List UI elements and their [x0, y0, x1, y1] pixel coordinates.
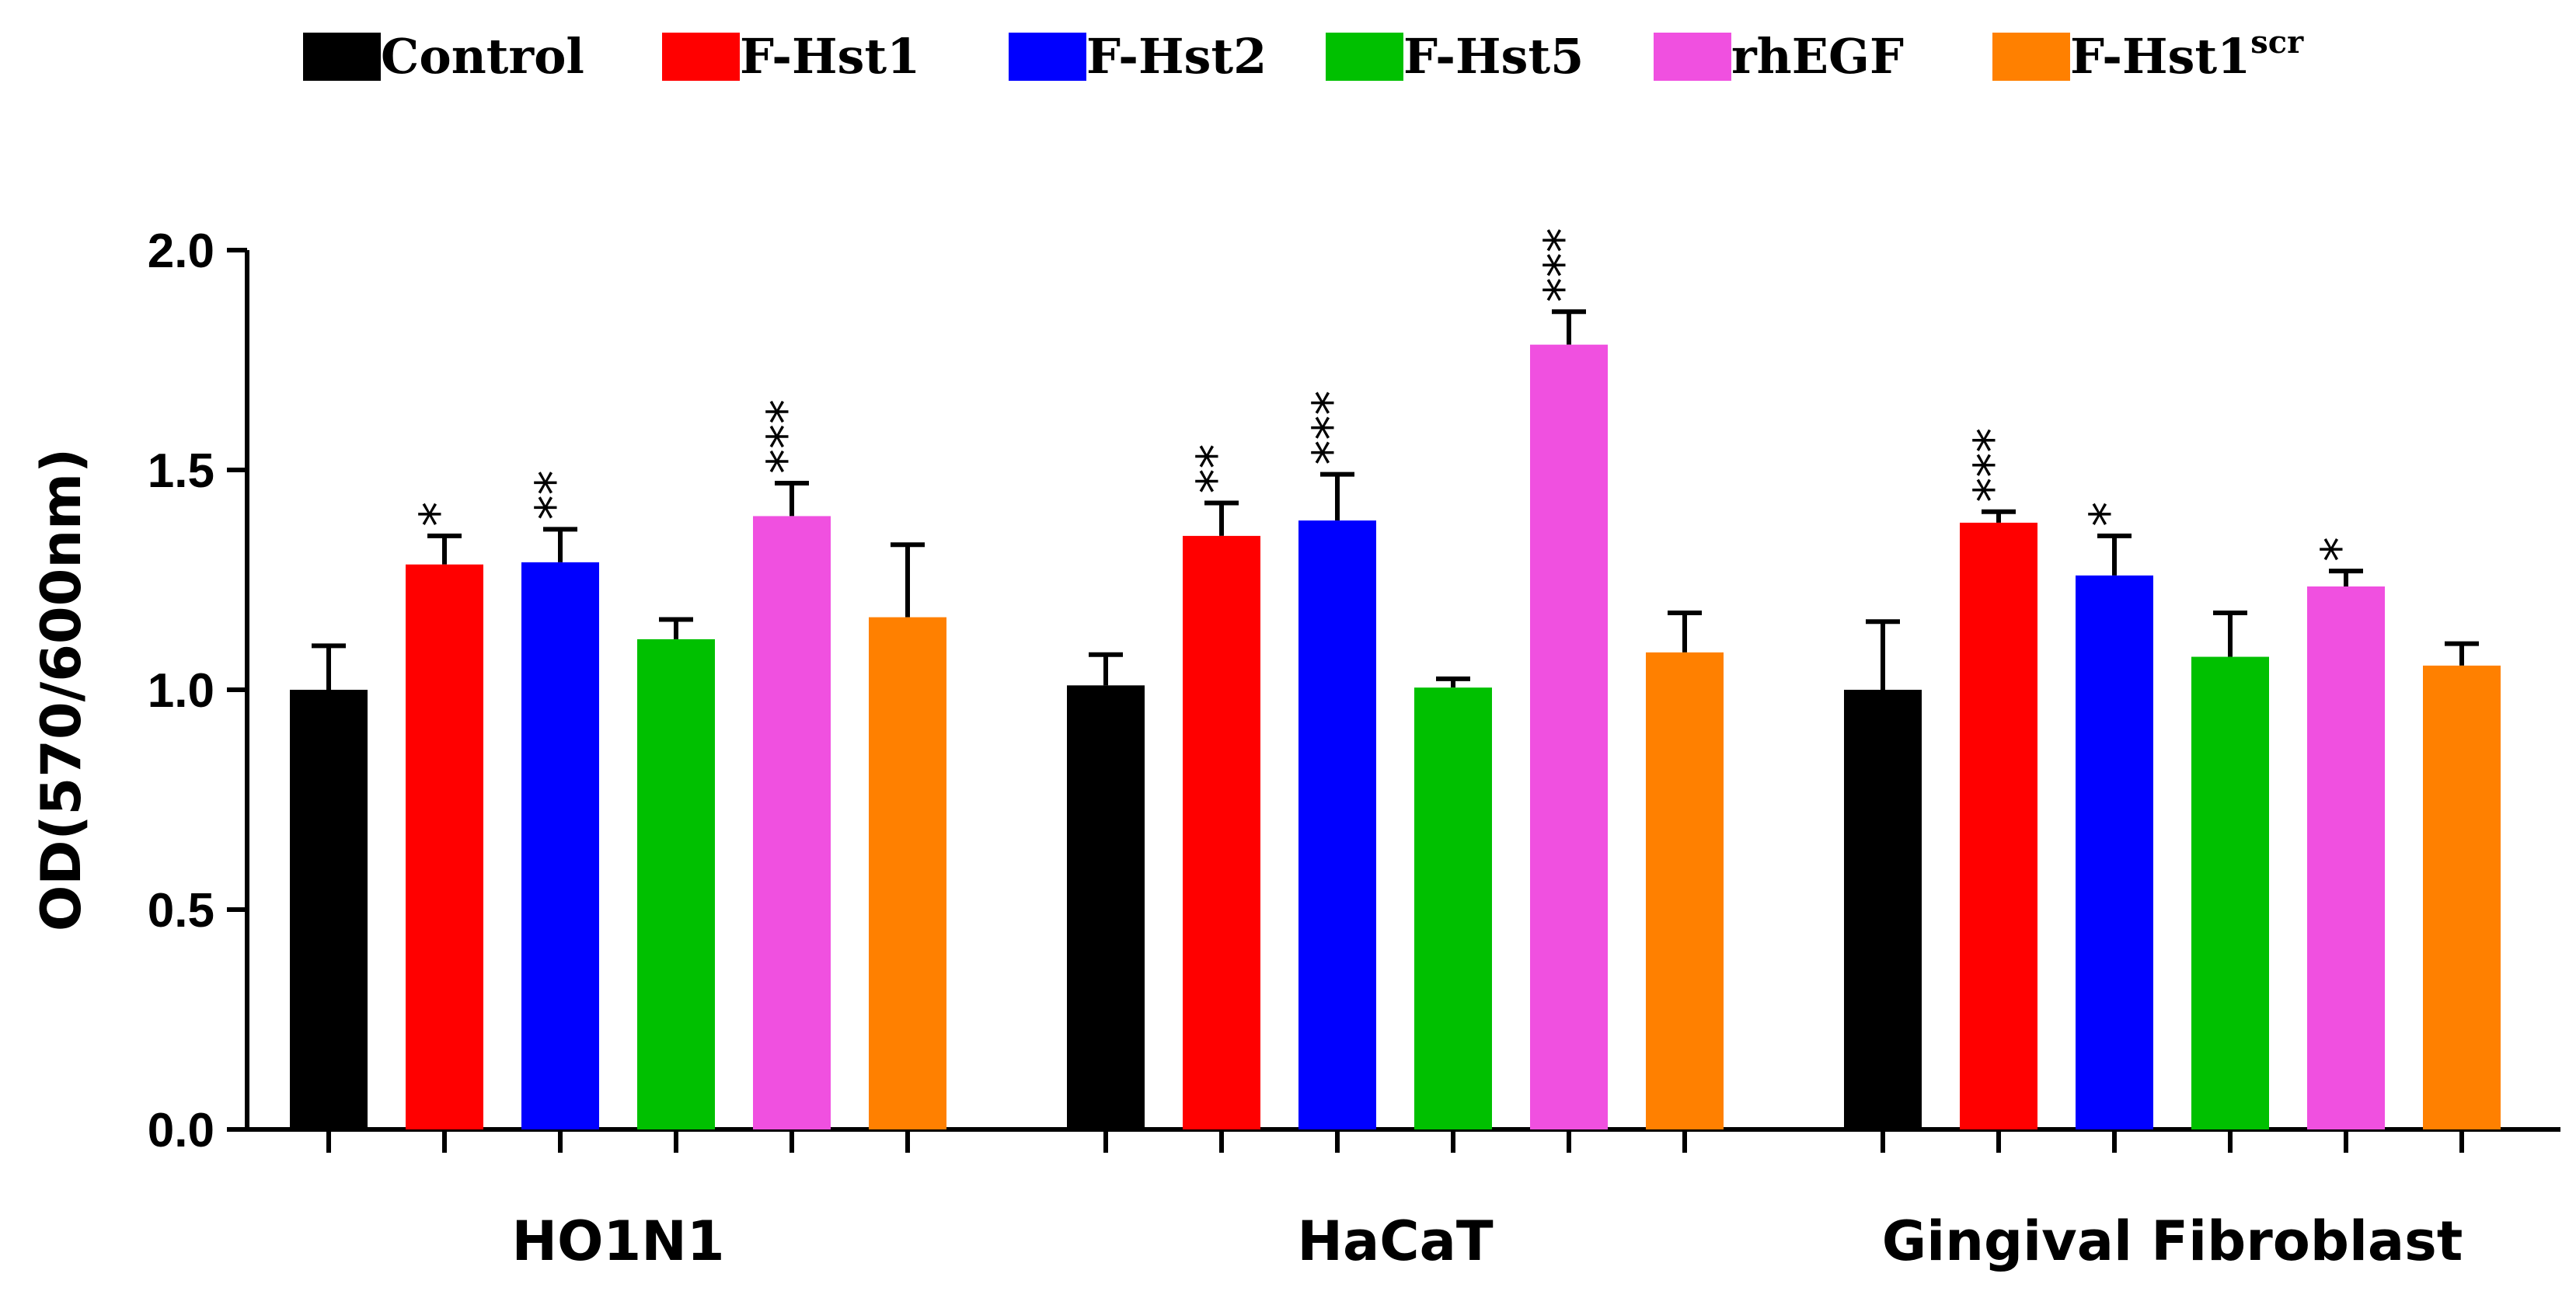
bars: * ***** ************* [290, 228, 2501, 1129]
bar-f-hst1scr-hacat [1646, 652, 1724, 1129]
significance-label: *** [1535, 228, 1592, 302]
significance-label: *** [758, 399, 815, 474]
legend-label: F-Hst1 [740, 28, 920, 85]
y-tick-label: 2.0 [148, 224, 214, 278]
legend-item: F-Hst2 [1009, 28, 1267, 85]
y-tick-label: 1.5 [148, 444, 214, 498]
significance-label: ** [526, 470, 584, 520]
bar-f-hst2-hacat [1298, 520, 1376, 1129]
bar-f-hst1-gingival-fibroblast [1960, 522, 2037, 1129]
legend-swatch [1009, 33, 1086, 81]
significance-label: *** [1303, 391, 1361, 465]
category-label: Gingival Fibroblast [1882, 1209, 2463, 1273]
significance-label: * [2312, 537, 2369, 562]
significance-label: * [410, 502, 468, 527]
y-tick-label: 0.5 [148, 884, 214, 938]
legend-item: F-Hst1 [662, 28, 920, 85]
bar-rhegf-gingival-fibroblast [2307, 586, 2385, 1129]
bar-rhegf-ho1n1 [753, 516, 831, 1129]
significance-label: *** [1964, 428, 2022, 503]
bar-control-gingival-fibroblast [1844, 690, 1922, 1129]
bar-f-hst1-hacat [1183, 535, 1260, 1129]
legend-item: rhEGF [1654, 28, 1904, 85]
legend: Control F-Hst1 F-Hst2 F-Hst5 rhEGF F-Hst1scr [303, 24, 2304, 85]
significance-label: * [2080, 502, 2138, 527]
category-label: HaCaT [1297, 1209, 1493, 1273]
bar-rhegf-hacat [1530, 344, 1608, 1129]
legend-item: Control [303, 28, 584, 85]
bar-f-hst1scr-gingival-fibroblast [2423, 665, 2501, 1129]
legend-label: F-Hst2 [1086, 28, 1267, 85]
significance-label: ** [1187, 444, 1245, 493]
legend-swatch [1326, 33, 1403, 81]
category-labels: HO1N1 HaCaT Gingival Fibroblast [511, 1209, 2463, 1273]
bar-f-hst2-ho1n1 [521, 562, 599, 1129]
legend-swatch [1654, 33, 1731, 81]
bar-control-hacat [1067, 685, 1145, 1129]
legend-swatch [662, 33, 740, 81]
bar-f-hst5-ho1n1 [637, 639, 715, 1129]
legend-swatch [1992, 33, 2070, 81]
legend-label: Control [381, 28, 584, 85]
y-ticks: 0.0 0.5 1.0 1.5 2.0 [148, 224, 247, 1157]
legend-label: F-Hst5 [1403, 28, 1584, 85]
legend-item: F-Hst1scr [1992, 24, 2304, 85]
y-tick-label: 1.0 [148, 664, 214, 718]
category-label: HO1N1 [511, 1209, 724, 1273]
bar-f-hst1-ho1n1 [406, 564, 483, 1129]
x-ticks [326, 1129, 2464, 1153]
bar-f-hst2-gingival-fibroblast [2076, 575, 2153, 1129]
legend-label: F-Hst1scr [2070, 24, 2304, 85]
y-axis-label: OD(570/600nm) [30, 448, 93, 931]
legend-swatch [303, 33, 381, 81]
legend-label: rhEGF [1731, 28, 1904, 85]
bar-f-hst1scr-ho1n1 [869, 617, 946, 1129]
bar-f-hst5-hacat [1414, 687, 1492, 1129]
bar-control-ho1n1 [290, 690, 368, 1129]
bar-f-hst5-gingival-fibroblast [2191, 656, 2269, 1129]
legend-item: F-Hst5 [1326, 28, 1584, 85]
y-tick-label: 0.0 [148, 1104, 214, 1157]
